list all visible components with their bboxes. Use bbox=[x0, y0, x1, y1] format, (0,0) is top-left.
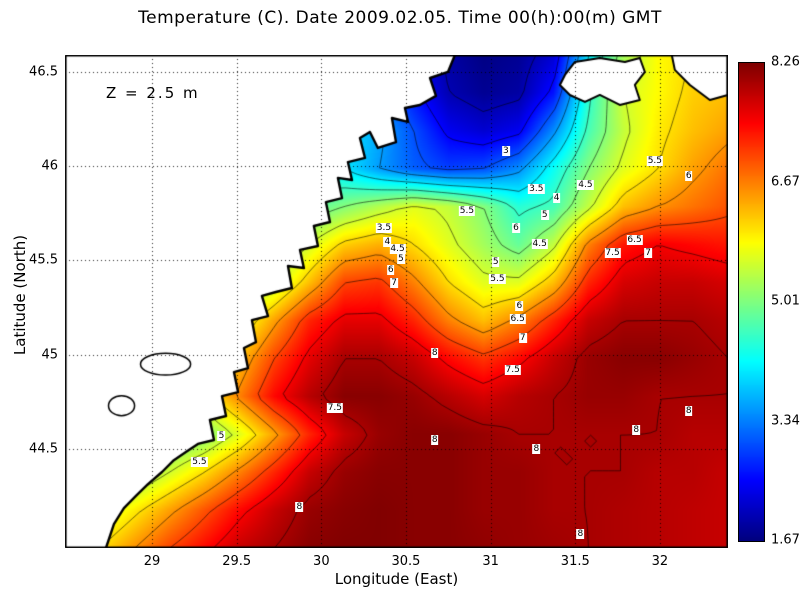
y-tick-label: 44.5 bbox=[29, 441, 58, 457]
contour-label: 8 bbox=[532, 444, 541, 455]
contour-label: 7.5 bbox=[604, 247, 621, 258]
contour-label: 6 bbox=[512, 223, 520, 234]
y-tick-label: 45.5 bbox=[29, 252, 58, 268]
contour-label: 3.5 bbox=[528, 183, 545, 194]
temperature-field-canvas bbox=[65, 55, 728, 548]
colorbar-tick-label: 1.67 bbox=[771, 532, 800, 548]
contour-label: 3.5 bbox=[375, 223, 393, 234]
contour-label: 5 bbox=[217, 430, 226, 441]
x-axis-label: Longitude (East) bbox=[334, 570, 459, 588]
y-tick-label: 46 bbox=[41, 158, 58, 174]
contour-label: 8 bbox=[295, 502, 304, 513]
contour-label: 4 bbox=[552, 193, 561, 204]
contour-label: 8 bbox=[684, 406, 693, 417]
contour-label: 3 bbox=[501, 146, 510, 157]
contour-label: 4 bbox=[383, 236, 392, 247]
contour-label: 4.5 bbox=[577, 180, 594, 191]
colorbar-tick-label: 8.26 bbox=[771, 54, 800, 70]
contour-label: 7.5 bbox=[504, 364, 521, 375]
contour-label: 5.5 bbox=[646, 155, 664, 166]
x-tick-label: 31 bbox=[482, 554, 499, 569]
colorbar-tick-label: 3.34 bbox=[771, 413, 800, 428]
contour-label: 5.5 bbox=[489, 274, 506, 285]
contour-label: 7 bbox=[390, 278, 398, 289]
colorbar bbox=[738, 62, 765, 542]
contour-label: 7 bbox=[644, 247, 652, 258]
contour-label: 5 bbox=[491, 257, 500, 268]
contour-label: 6 bbox=[515, 300, 524, 311]
x-tick-label: 30.5 bbox=[391, 554, 421, 569]
contour-label: 8 bbox=[430, 434, 439, 445]
contour-label: 5 bbox=[397, 253, 405, 264]
plot-title: Temperature (C). Date 2009.02.05. Time 0… bbox=[138, 8, 662, 28]
contour-label: 4.5 bbox=[531, 238, 548, 249]
y-tick-label: 46.5 bbox=[29, 64, 58, 80]
x-tick-label: 29 bbox=[143, 554, 161, 569]
x-tick-label: 31.5 bbox=[560, 554, 590, 569]
contour-label: 7.5 bbox=[326, 402, 344, 413]
contour-label: 8 bbox=[632, 425, 641, 436]
y-tick-label: 45 bbox=[41, 347, 58, 363]
contour-label: 6.5 bbox=[626, 234, 643, 245]
contour-label: 8 bbox=[576, 528, 585, 539]
x-tick-label: 30 bbox=[313, 554, 330, 569]
x-tick-label: 32 bbox=[651, 554, 669, 569]
contour-label: 4.5 bbox=[389, 244, 406, 255]
contour-label: 5.5 bbox=[191, 457, 208, 468]
contour-label: 6.5 bbox=[509, 313, 526, 324]
contour-label: 6 bbox=[684, 170, 693, 181]
contour-label: 6 bbox=[386, 264, 395, 275]
x-tick-label: 29.5 bbox=[222, 554, 252, 569]
contour-label: 5 bbox=[540, 210, 549, 221]
colorbar-tick-label: 6.67 bbox=[771, 174, 800, 189]
depth-annotation: Z = 2.5 m bbox=[106, 84, 200, 102]
contour-label: 7 bbox=[518, 332, 527, 343]
contour-label: 8 bbox=[430, 347, 439, 358]
contour-label: 5.5 bbox=[458, 206, 476, 217]
colorbar-tick-label: 5.01 bbox=[771, 293, 800, 309]
